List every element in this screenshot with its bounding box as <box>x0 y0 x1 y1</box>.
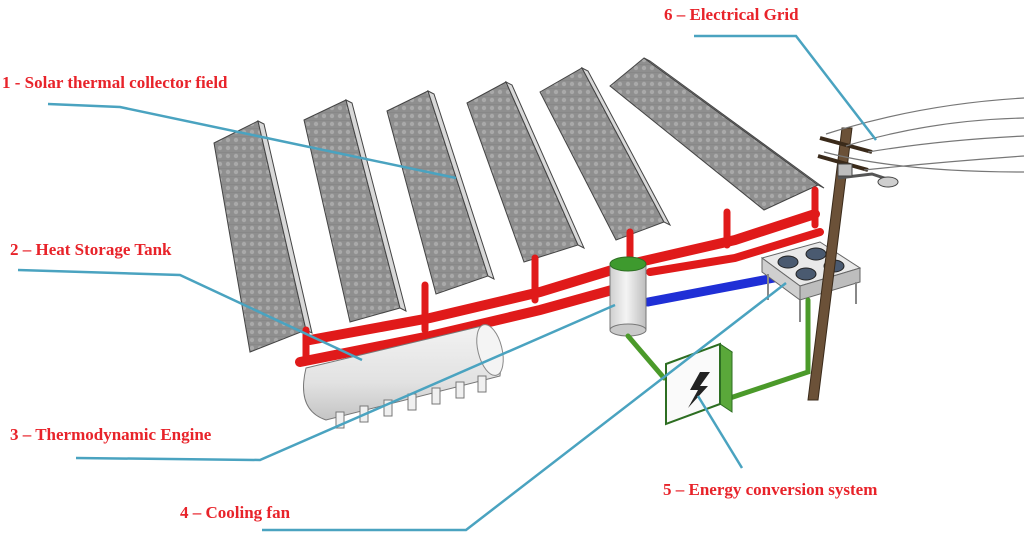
solar-panel <box>539 66 672 241</box>
leader-line-thermo-engine <box>75 303 616 462</box>
solar-panel <box>386 90 495 295</box>
electrical-wiring <box>625 297 811 401</box>
utility-pole <box>807 127 899 401</box>
solar-panel <box>303 99 407 323</box>
energy-conversion-box <box>664 342 734 426</box>
cooling-fan-unit <box>760 241 862 322</box>
label-energy-conversion-system: 5 – Energy conversion system <box>663 480 878 499</box>
solar-panel <box>213 120 313 353</box>
leader-line-electrical-grid <box>694 34 877 141</box>
hot-water-piping <box>295 186 824 367</box>
solar-panel <box>466 80 586 263</box>
label-cooling-fan: 4 – Cooling fan <box>180 503 291 522</box>
cold-water-pipe <box>643 270 795 307</box>
fan-icon <box>777 247 845 281</box>
thermodynamic-engine <box>609 256 647 337</box>
solar-panel <box>609 57 825 211</box>
label-electrical-grid: 6 – Electrical Grid <box>664 5 799 24</box>
leader-line-heat-storage <box>17 268 363 362</box>
leader-line-cooling-fan <box>262 282 787 532</box>
label-thermodynamic-engine: 3 – Thermodynamic Engine <box>10 425 212 444</box>
leader-line-energy-conversion <box>696 395 744 469</box>
leader-lines <box>17 34 877 532</box>
lightning-icon <box>688 372 710 408</box>
solar-collector-field <box>213 57 825 353</box>
label-heat-storage-tank: 2 – Heat Storage Tank <box>10 240 172 259</box>
leader-line-solar-field <box>47 102 457 180</box>
power-lines <box>823 97 1024 173</box>
label-solar-collector-field: 1 - Solar thermal collector field <box>2 73 228 92</box>
